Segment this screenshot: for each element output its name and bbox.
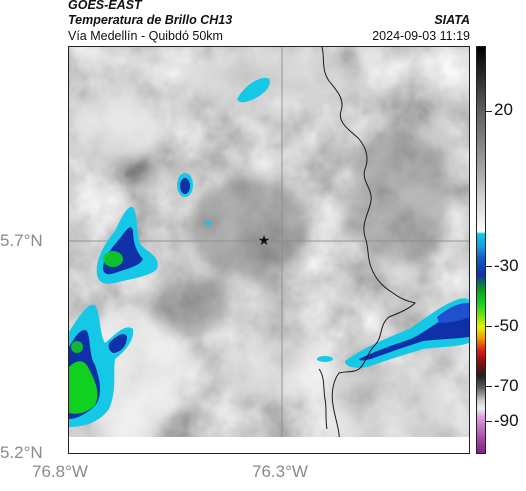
satellite-title: GOES-EAST — [68, 0, 142, 12]
lat-label-bottom: 5.2°N — [0, 443, 43, 462]
datetime-label: 2024-09-03 11:19 — [372, 29, 470, 43]
lon-label-left: 76.8°W — [32, 462, 88, 481]
colorbar-tick-m90 — [486, 421, 492, 422]
colorbar-label-m50: -50 — [494, 316, 519, 335]
cold-cloud-tops — [69, 77, 469, 427]
colorbar-tick-20 — [486, 111, 492, 112]
colorbar-tick-m30 — [486, 266, 492, 267]
colorbar-label-m90: -90 — [494, 411, 519, 430]
region-label: Vía Medellín - Quibdó 50km — [68, 29, 223, 43]
colorbar-label-m30: -30 — [494, 256, 519, 275]
star-icon: ★ — [258, 233, 271, 249]
map-panel[interactable]: ★ — [68, 46, 470, 454]
bottom-strip — [69, 437, 469, 453]
lon-label-right: 76.3°W — [252, 462, 308, 481]
product-title: Temperatura de Brillo CH13 — [68, 13, 233, 27]
map-canvas: ★ — [69, 47, 469, 453]
colorbar-tick-m50 — [486, 326, 492, 327]
coast-line — [318, 368, 328, 430]
lat-label-top: 5.7°N — [0, 231, 43, 250]
border-line — [321, 47, 416, 453]
colorbar-tick-m70 — [486, 386, 492, 387]
org-label: SIATA — [434, 13, 470, 27]
colorbar-label-20: 20 — [494, 100, 513, 119]
colorbar — [476, 46, 486, 454]
colorbar-label-m70: -70 — [494, 376, 519, 395]
